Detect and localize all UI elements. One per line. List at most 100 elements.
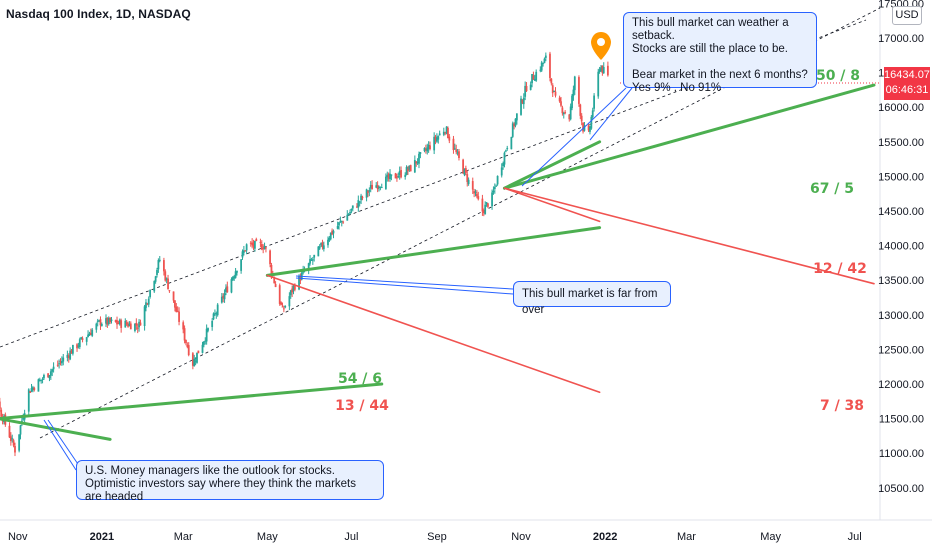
currency-label[interactable]: USD [892, 6, 922, 25]
candle-body [558, 97, 561, 102]
candle-body [340, 220, 343, 223]
candle-body [146, 303, 149, 305]
candle-body [418, 153, 420, 164]
candle-body [593, 95, 595, 109]
candle-body [356, 206, 358, 208]
candle-body [32, 387, 34, 390]
candle-body [143, 306, 146, 327]
candle-body [487, 203, 489, 207]
candle-body [147, 298, 150, 305]
candle-body [96, 320, 99, 322]
candle-body [561, 107, 564, 114]
candle-body [485, 202, 488, 204]
candle-body [579, 104, 582, 116]
candle-body [105, 318, 107, 324]
candle-body [525, 85, 528, 92]
candle-body [338, 222, 340, 226]
candle-body [375, 185, 378, 188]
candle-body [80, 337, 83, 340]
candle-body [284, 305, 287, 308]
candle-body [293, 286, 296, 290]
candle-body [455, 149, 458, 153]
candle-body [424, 148, 427, 151]
candle-body [244, 250, 247, 252]
y-tick-label: 16000.00 [878, 102, 924, 114]
candle-body [482, 210, 485, 214]
candle-body [85, 337, 88, 342]
candle-body [493, 186, 496, 190]
x-tick-label: 2021 [90, 531, 114, 543]
x-tick-label: Mar [677, 531, 696, 543]
candle-body [351, 205, 354, 209]
candle-body [532, 75, 535, 80]
vote-label: 7 / 38 [820, 398, 864, 414]
candle-body [568, 114, 571, 120]
candle-body [270, 264, 273, 275]
candle-body [58, 363, 61, 365]
candle-body [117, 322, 120, 324]
candle-body [522, 97, 525, 105]
y-tick-label: 17500.00 [878, 0, 924, 10]
candle-body [174, 300, 176, 308]
candle-body [165, 278, 168, 280]
candle-body [116, 320, 118, 325]
x-tick-label: Jul [344, 531, 358, 543]
candle-body [597, 71, 600, 97]
candle-body [91, 329, 94, 336]
candle-body [464, 168, 467, 173]
candle-body [456, 152, 459, 154]
candle-body [342, 221, 345, 223]
candle-body [358, 201, 361, 203]
candle-body [201, 344, 204, 353]
candle-body [361, 196, 364, 199]
candle-body [205, 328, 208, 342]
annotation-bottom[interactable]: U.S. Money managers like the outlook for… [76, 460, 384, 503]
candle-body [139, 322, 142, 326]
y-tick-label: 15500.00 [878, 137, 924, 149]
candle-body [11, 438, 14, 440]
vote-label: 67 / 5 [810, 181, 854, 197]
candle-body [390, 174, 393, 176]
candle-body [129, 323, 132, 330]
candle-body [183, 328, 186, 341]
candle-body [591, 110, 594, 118]
trendline-red [503, 187, 601, 223]
candle-body [404, 174, 407, 177]
candle-body [204, 340, 207, 342]
vote-label: 12 / 42 [813, 261, 867, 277]
candle-body [429, 145, 431, 150]
y-tick-label: 10500.00 [878, 483, 924, 495]
candle-body [502, 163, 504, 167]
candle-body [193, 358, 196, 367]
candle-body [168, 290, 171, 292]
candle-body [163, 260, 165, 272]
annotation-middle-pointer [295, 275, 514, 295]
annotation-middle[interactable]: This bull market is far from over [513, 281, 671, 316]
candle-body [484, 204, 487, 215]
candle-body [510, 136, 513, 150]
candle-body [475, 193, 478, 197]
candle-body [281, 306, 284, 308]
candle-body [298, 275, 300, 290]
candle-body [400, 169, 402, 178]
candle-body [589, 127, 591, 132]
candle-body [178, 311, 180, 322]
candle-body [578, 77, 580, 104]
candle-body [59, 361, 62, 363]
y-tick-label: 13000.00 [878, 310, 924, 322]
candle-body [49, 371, 52, 376]
candle-body [564, 112, 567, 114]
candle-body [52, 366, 55, 370]
candle-body [69, 350, 72, 360]
candle-body [51, 369, 54, 372]
candle-body [269, 250, 271, 265]
candle-body [448, 136, 451, 141]
candle-body [176, 310, 179, 312]
candle-body [47, 373, 49, 378]
candle-body [37, 379, 40, 392]
candle-body [427, 144, 430, 150]
candle-body [500, 167, 503, 176]
annotation-top[interactable]: This bull market can weather a setback. … [623, 12, 817, 94]
candle-body [215, 313, 218, 315]
